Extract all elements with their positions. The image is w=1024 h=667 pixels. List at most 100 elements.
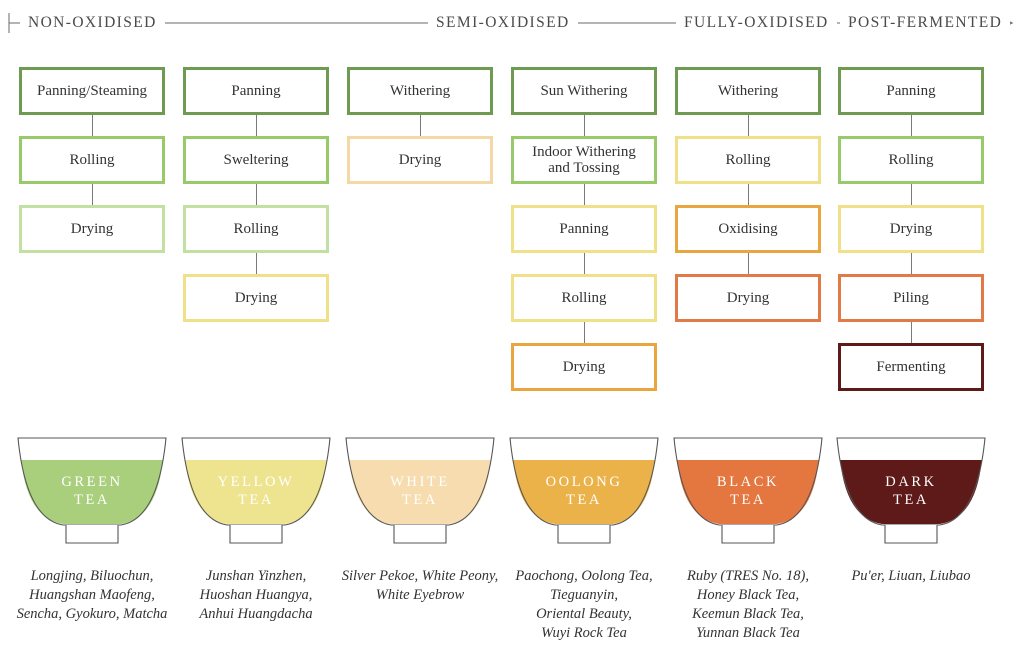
step-connector <box>747 184 749 205</box>
example-line: Longjing, Biluochun, <box>30 568 154 584</box>
yellow-tea-examples: Junshan Yinzhen, Huoshan Huangya, Anhui Hu… <box>173 567 339 624</box>
process-step-panning: Panning <box>183 67 329 115</box>
cup-liquid <box>513 460 655 524</box>
cup-liquid <box>21 460 163 524</box>
step-label: Piling <box>893 290 929 306</box>
cup-liquid <box>677 460 819 524</box>
process-step-rolling: Rolling <box>838 136 984 184</box>
process-step-sun-withering: Sun Withering <box>511 67 657 115</box>
white-tea-cup-icon <box>345 437 495 544</box>
cup-liquid <box>840 460 982 524</box>
example-line: Honey Black Tea, <box>696 587 800 603</box>
step-label-line: Drying <box>889 221 933 237</box>
oolong-tea-label: OOLONG TEA <box>511 473 657 509</box>
green-tea-label: GREEN TEA <box>19 473 165 509</box>
example-line: Oriental Beauty, <box>536 606 632 622</box>
step-connector <box>583 115 585 136</box>
white-tea-label: WHITE TEA <box>347 473 493 509</box>
step-label-line: Sweltering <box>223 152 289 168</box>
black-tea-examples: Ruby (TRES No. 18), Honey Black Tea, Keemu… <box>665 567 831 643</box>
yellow-tea-label: YELLOW TEA <box>183 473 329 509</box>
step-label: Sun Withering <box>540 83 627 99</box>
step-label-line: and Tossing <box>548 160 620 176</box>
step-label-line: Drying <box>70 221 114 237</box>
step-label-line: Rolling <box>561 290 607 306</box>
example-line: Silver Pekoe, White Peony, <box>341 568 499 584</box>
cup-foot <box>884 525 938 544</box>
step-connector <box>747 253 749 274</box>
cup-label-line: TEA <box>730 492 766 508</box>
process-step-oxidising: Oxidising <box>675 205 821 253</box>
step-connector <box>910 184 912 205</box>
step-label-line: Rolling <box>233 221 279 237</box>
step-label-line: Sun Withering <box>540 83 628 99</box>
step-connector <box>255 115 257 136</box>
step-label-line: Withering <box>717 83 779 99</box>
cup-liquid <box>185 460 327 524</box>
cup-label-line: GREEN <box>61 474 123 490</box>
step-label: Drying <box>727 290 770 306</box>
example-line: Tieguanyin, <box>549 587 619 603</box>
process-step-drying: Drying <box>347 136 493 184</box>
step-label-line: Rolling <box>725 152 771 168</box>
oolong-tea-cup-icon <box>509 437 659 544</box>
step-label-line: Oxidising <box>718 221 778 237</box>
step-label-line: Indoor Withering <box>532 144 636 160</box>
oolong-tea-examples: Paochong, Oolong Tea, Tieguanyin, Oriental… <box>501 567 667 643</box>
cup-label-line: OOLONG <box>545 474 623 490</box>
example-line: Paochong, Oolong Tea, <box>515 568 653 584</box>
process-step-withering: Withering <box>347 67 493 115</box>
step-label-line: Drying <box>562 359 606 375</box>
process-step-rolling: Rolling <box>19 136 165 184</box>
cup-foot <box>229 525 283 544</box>
step-label: Sweltering <box>224 152 289 168</box>
cup-label-line: TEA <box>893 492 929 508</box>
example-line: Pu'er, Liuan, Liubao <box>851 568 971 584</box>
step-connector <box>91 184 93 205</box>
white-tea-examples: Silver Pekoe, White Peony, White Eyebrow <box>337 567 503 605</box>
process-step-rolling: Rolling <box>183 205 329 253</box>
process-step-rolling: Rolling <box>511 274 657 322</box>
step-label: Panning <box>231 83 280 99</box>
cup-foot <box>721 525 775 544</box>
process-step-sweltering: Sweltering <box>183 136 329 184</box>
process-step-drying: Drying <box>19 205 165 253</box>
example-line: Sencha, Gyokuro, Matcha <box>16 606 168 622</box>
step-label: Rolling <box>233 221 278 237</box>
cup-bowl <box>509 437 659 526</box>
step-connector <box>910 253 912 274</box>
process-step-drying: Drying <box>183 274 329 322</box>
step-connector <box>583 184 585 205</box>
step-label-line: Fermenting <box>876 359 946 375</box>
step-label-line: Drying <box>726 290 770 306</box>
process-step-drying: Drying <box>838 205 984 253</box>
example-line: Huoshan Huangya, <box>199 587 313 603</box>
step-label: Withering <box>390 83 450 99</box>
black-tea-cup-icon <box>673 437 823 544</box>
cup-liquid <box>349 460 491 524</box>
step-connector <box>255 253 257 274</box>
green-tea-examples: Longjing, Biluochun, Huangshan Maofeng, Se… <box>9 567 175 624</box>
cup-foot <box>557 525 611 544</box>
label-fully-oxidised: FULLY-OXIDISED <box>676 12 837 34</box>
cup-label-line: YELLOW <box>217 474 295 490</box>
step-label-line: Rolling <box>69 152 115 168</box>
step-label: Drying <box>71 221 114 237</box>
cup-bowl <box>345 437 495 526</box>
step-connector <box>255 184 257 205</box>
process-step-panning: Panning <box>511 205 657 253</box>
dark-tea-examples: Pu'er, Liuan, Liubao <box>828 567 994 586</box>
dark-tea-cup-icon <box>836 437 986 544</box>
step-connector <box>419 115 421 136</box>
step-label: Rolling <box>725 152 770 168</box>
step-label-line: Rolling <box>888 152 934 168</box>
cup-bowl <box>673 437 823 526</box>
cup-label-line: DARK <box>885 474 937 490</box>
dark-tea-label: DARK TEA <box>838 473 984 509</box>
step-connector <box>747 115 749 136</box>
cup-foot <box>393 525 447 544</box>
black-tea-label: BLACK TEA <box>675 473 821 509</box>
step-label-line: Drying <box>398 152 442 168</box>
process-step-indoor-withering-and-tossing: Indoor Withering and Tossing <box>511 136 657 184</box>
step-label: Drying <box>563 359 606 375</box>
